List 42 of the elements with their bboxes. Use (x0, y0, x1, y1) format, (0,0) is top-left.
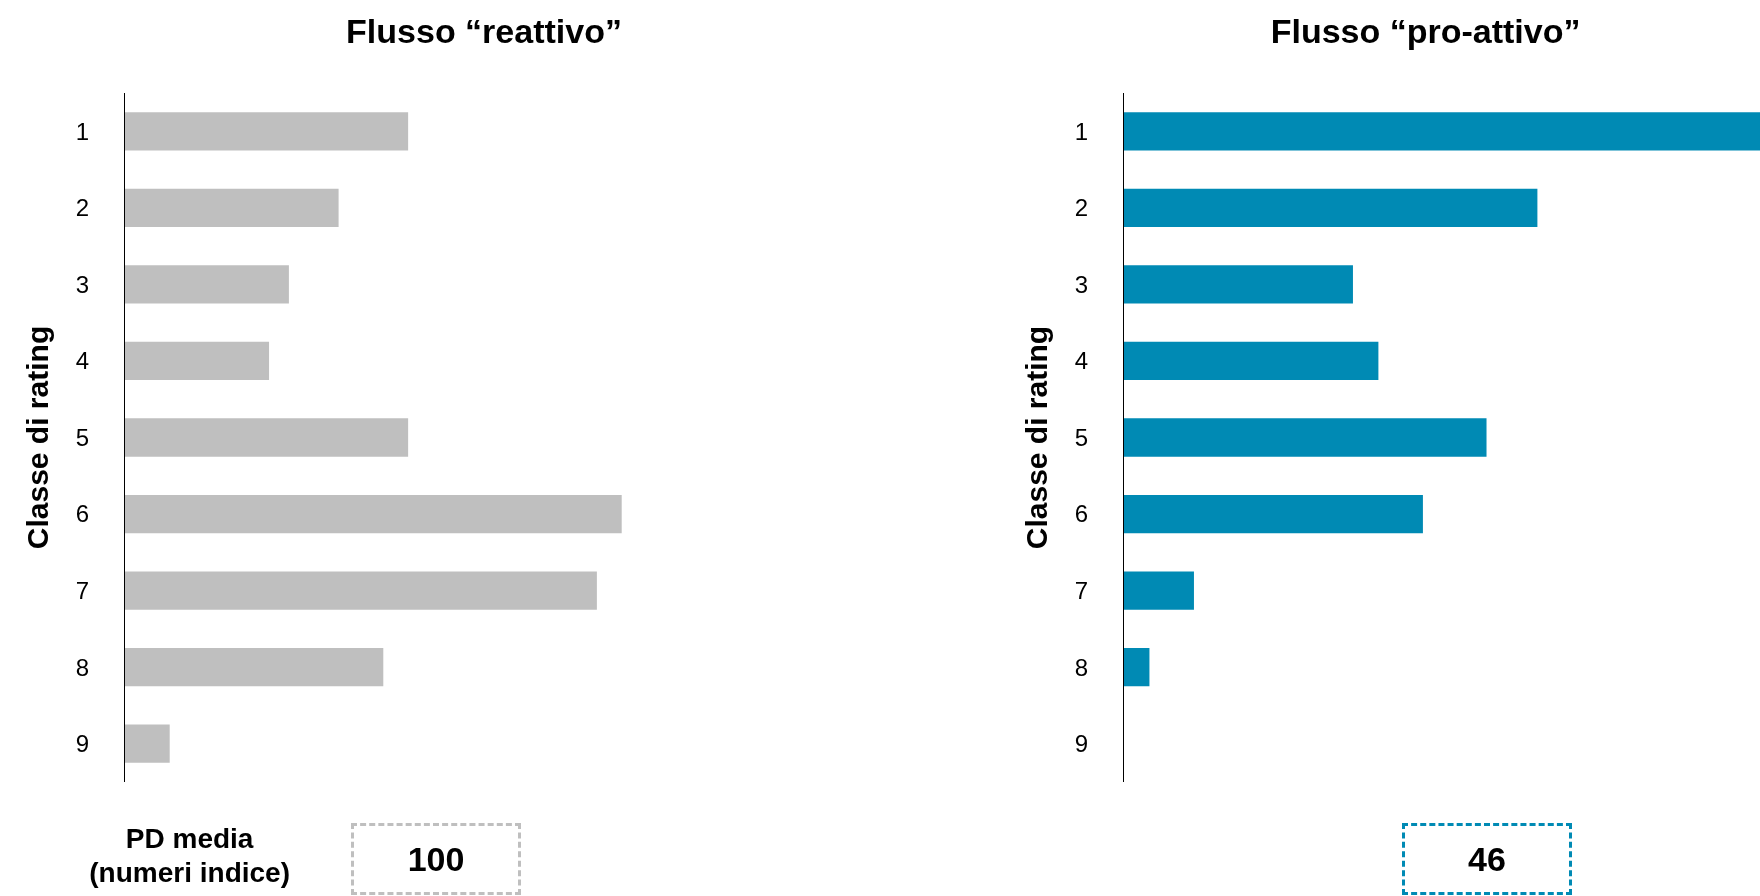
text: 100 (351, 823, 521, 895)
bar (125, 494, 622, 534)
y-tick-label: 6 (75, 500, 90, 528)
bar (1124, 648, 1150, 687)
y-tick-label: 5 (1074, 423, 1089, 451)
y-tick-label: 8 (75, 653, 90, 681)
bar (125, 188, 339, 227)
chart-title: Flusso “reattivo” (346, 12, 622, 51)
bar (125, 418, 409, 457)
bar (125, 571, 597, 610)
bar (125, 724, 170, 763)
y-tick-label: 1 (1074, 117, 1089, 145)
y-tick-label: 4 (1074, 347, 1089, 375)
text: 46 (1402, 823, 1572, 895)
y-tick-label: 3 (75, 270, 90, 298)
y-tick-label: 1 (75, 117, 90, 145)
bar (1124, 418, 1487, 457)
y-tick-label: 2 (1074, 194, 1089, 222)
y-tick-label: 2 (75, 194, 90, 222)
bar (125, 265, 289, 304)
bar (125, 341, 270, 381)
bar (1124, 112, 1760, 151)
y-tick-label: 4 (75, 347, 90, 375)
bar (1124, 571, 1194, 610)
y-tick-label: 5 (75, 423, 90, 451)
bar (125, 112, 409, 151)
y-tick-label: 7 (1074, 577, 1089, 605)
y-tick-label: 3 (1074, 270, 1089, 298)
y-tick-label: 7 (75, 577, 90, 605)
bar (1124, 341, 1379, 381)
y-tick-label: 8 (1074, 653, 1089, 681)
bar (1124, 494, 1423, 534)
y-tick-label: 6 (1074, 500, 1089, 528)
text: PD media (numeri indice) (89, 822, 290, 890)
bar (1124, 188, 1538, 227)
bar (125, 648, 384, 687)
y-axis-title: Classe di rating (1019, 325, 1053, 550)
y-tick-label: 9 (1074, 730, 1089, 758)
y-tick-label: 9 (75, 730, 90, 758)
bar (1124, 265, 1353, 304)
y-axis-title: Classe di rating (20, 325, 54, 550)
chart-title: Flusso “pro-attivo” (1270, 12, 1581, 51)
